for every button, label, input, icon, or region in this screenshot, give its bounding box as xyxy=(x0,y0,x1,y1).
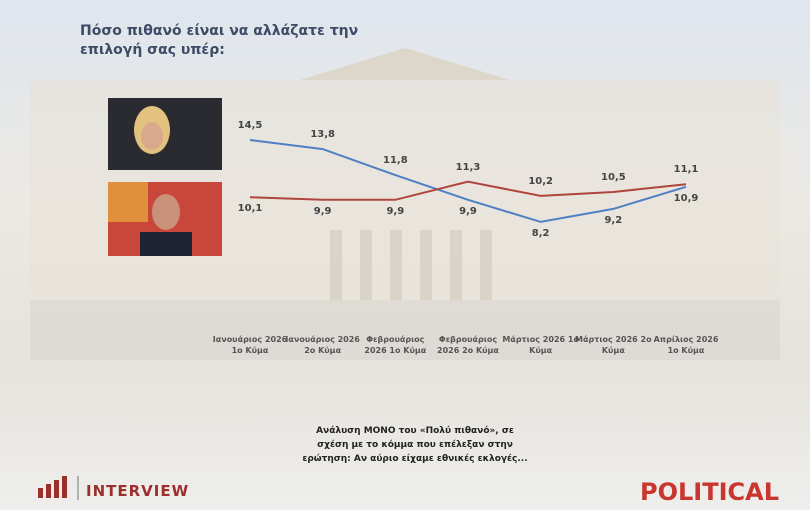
x-tick-label: Φεβρουάριος 2026 1ο Κύμα xyxy=(364,335,427,355)
data-label: 9,9 xyxy=(313,205,332,217)
x-tick-label: Ιανουάριος 2026 2ο Κύμα xyxy=(285,335,360,355)
data-label: 13,8 xyxy=(310,129,335,141)
chart-title: Πόσο πιθανό είναι να αλλάζατε την επιλογ… xyxy=(80,23,359,58)
data-label: 8,2 xyxy=(531,227,550,239)
data-label: 9,9 xyxy=(459,205,477,217)
data-label: 11,3 xyxy=(455,161,481,173)
data-label: 9,2 xyxy=(604,214,623,226)
logo-political: POLITICAL xyxy=(640,478,779,506)
series-line xyxy=(249,180,687,201)
x-tick-label: Ιανουάριος 2026 1ο Κύμα xyxy=(212,335,288,355)
data-label: 10,9 xyxy=(673,192,699,204)
data-label: 10,1 xyxy=(237,203,263,215)
x-tick-label: Μάρτιος 2026 1ο Κύμα xyxy=(502,335,579,355)
data-label: 11,8 xyxy=(382,155,408,167)
data-label: 9,9 xyxy=(386,205,405,217)
footnote: Ανάλυση ΜΟΝΟ του «Πολύ πιθανό», σε σχέση… xyxy=(302,426,528,464)
data-label: 10,2 xyxy=(528,175,553,187)
data-label: 10,5 xyxy=(600,172,626,183)
x-tick-label: Απρίλιος 2026 1ο Κύμα xyxy=(653,335,719,355)
data-label: 11,1 xyxy=(673,164,699,176)
x-tick-label: Μάρτιος 2026 2ο Κύμα xyxy=(575,335,652,355)
data-label: 14,5 xyxy=(237,120,263,131)
x-tick-label: Φεβρουάριος 2026 2ο Κύμα xyxy=(437,335,499,355)
logo-interview: INTERVIEW xyxy=(86,482,190,500)
series-line xyxy=(249,139,687,223)
